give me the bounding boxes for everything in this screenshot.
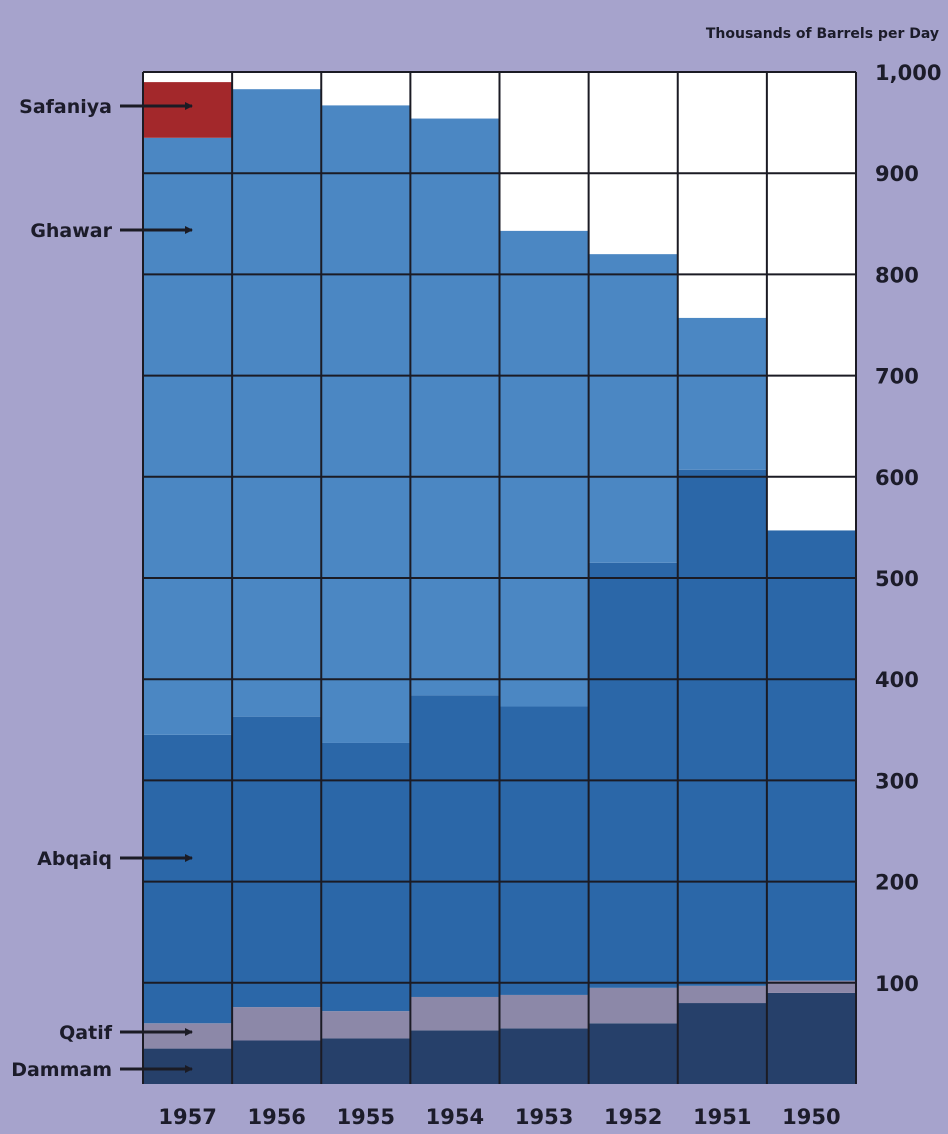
bar-qatif-1952 <box>588 987 678 1024</box>
bar-abqaiq-1956 <box>232 716 322 1008</box>
x-tick-1954: 1954 <box>426 1105 484 1129</box>
bar-qatif-1957 <box>143 1023 233 1049</box>
field-label-text-safaniya: Safaniya <box>19 96 112 118</box>
bar-abqaiq-1952 <box>588 562 678 988</box>
x-tick-1957: 1957 <box>158 1105 216 1129</box>
x-tick-labels: 1957 1956 1955 1954 1953 1952 1951 1950 <box>158 1105 840 1129</box>
x-tick-1956: 1956 <box>247 1105 305 1129</box>
bar-dammam-1951 <box>677 1003 767 1084</box>
bar-dammam-1950 <box>766 992 857 1084</box>
y-tick-200: 200 <box>875 871 919 895</box>
bar-abqaiq-1950 <box>766 530 857 981</box>
y-tick-800: 800 <box>875 263 919 287</box>
y-tick-100: 100 <box>875 972 919 996</box>
field-label-text-abqaiq: Abqaiq <box>37 848 112 870</box>
field-label-text-qatif: Qatif <box>59 1022 113 1044</box>
grid-lines <box>142 71 857 1084</box>
bar-qatif-1951 <box>677 985 767 1004</box>
y-tick-900: 900 <box>875 162 919 186</box>
bar-qatif-1953 <box>499 994 589 1029</box>
bar-abqaiq-1951 <box>677 469 767 986</box>
bar-ghawar-1951 <box>677 317 767 470</box>
bar-dammam-1953 <box>499 1028 589 1084</box>
bar-ghawar-1956 <box>232 89 322 717</box>
y-tick-300: 300 <box>875 769 919 793</box>
field-label-safaniya: Safaniya <box>19 96 193 118</box>
x-tick-1953: 1953 <box>515 1105 573 1129</box>
bar-dammam-1952 <box>588 1023 678 1084</box>
bar-ghawar-1954 <box>410 118 500 696</box>
y-tick-500: 500 <box>875 567 919 591</box>
bar-qatif-1955 <box>321 1011 411 1039</box>
x-tick-1952: 1952 <box>604 1105 662 1129</box>
x-tick-1955: 1955 <box>337 1105 395 1129</box>
bar-qatif-1950 <box>766 980 857 993</box>
y-tick-700: 700 <box>875 365 919 389</box>
field-labels: Safaniya Ghawar Abqaiq Qatif Dammam <box>11 96 193 1081</box>
bar-abqaiq-1954 <box>410 695 500 997</box>
field-label-qatif: Qatif <box>59 1022 193 1044</box>
y-tick-400: 400 <box>875 668 919 692</box>
bar-dammam-1956 <box>232 1040 322 1084</box>
bar-ghawar-1953 <box>499 230 589 707</box>
bar-dammam-1954 <box>410 1030 500 1084</box>
bar-ghawar-1955 <box>321 105 411 743</box>
field-label-dammam: Dammam <box>11 1059 193 1081</box>
bar-abqaiq-1953 <box>499 706 589 995</box>
y-tick-600: 600 <box>875 466 919 490</box>
x-tick-1951: 1951 <box>693 1105 751 1129</box>
bar-dammam-1955 <box>321 1038 411 1084</box>
bar-abqaiq-1955 <box>321 742 411 1012</box>
bar-dammam-1957 <box>143 1048 233 1084</box>
y-tick-1000: 1,000 <box>875 61 941 85</box>
field-label-text-dammam: Dammam <box>11 1059 112 1081</box>
field-label-ghawar: Ghawar <box>30 220 193 242</box>
bar-abqaiq-1957 <box>143 734 233 1024</box>
x-tick-1950: 1950 <box>782 1105 840 1129</box>
bar-ghawar-1952 <box>588 254 678 563</box>
bar-qatif-1954 <box>410 996 500 1031</box>
y-axis-unit-label: Thousands of Barrels per Day <box>706 26 939 42</box>
field-label-text-ghawar: Ghawar <box>30 220 112 242</box>
y-tick-labels: 100 200 300 400 500 600 700 800 900 1,000 <box>875 61 941 996</box>
bar-qatif-1956 <box>232 1007 322 1041</box>
bar-safaniya-1957 <box>143 82 233 138</box>
field-label-abqaiq: Abqaiq <box>37 848 193 870</box>
bar-ghawar-1957 <box>143 137 233 735</box>
